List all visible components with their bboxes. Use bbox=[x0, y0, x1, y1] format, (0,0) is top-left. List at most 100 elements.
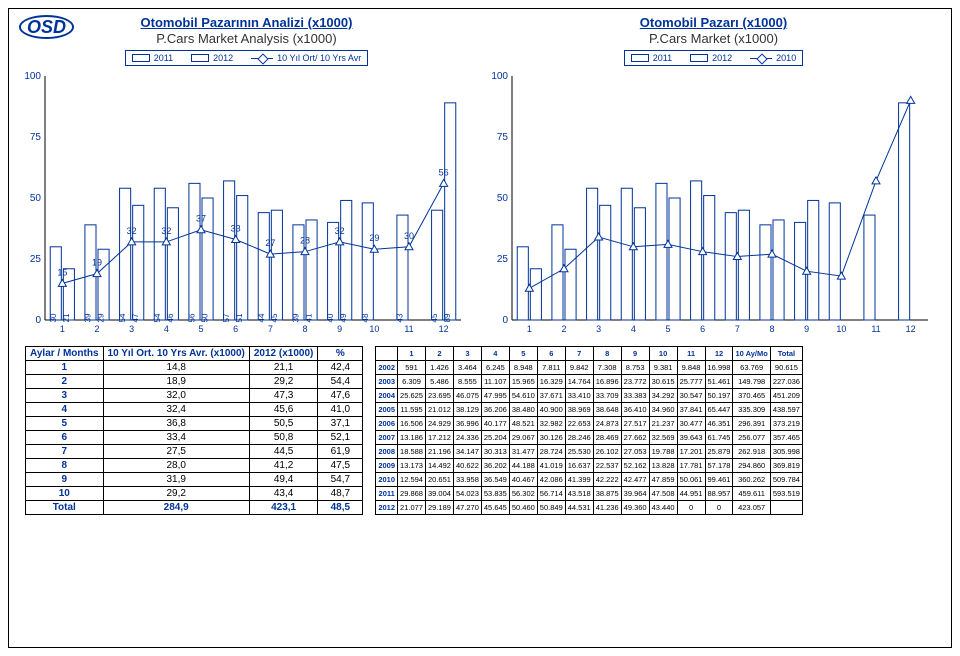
svg-text:12: 12 bbox=[439, 324, 449, 334]
table2-header: 2 bbox=[425, 347, 453, 361]
table-row: 432,445,641,0 bbox=[26, 403, 363, 417]
table2-header: 4 bbox=[481, 347, 509, 361]
svg-text:45: 45 bbox=[430, 313, 439, 322]
svg-text:89: 89 bbox=[443, 313, 452, 322]
svg-text:100: 100 bbox=[491, 71, 508, 82]
table-row: 727,544,561,9 bbox=[26, 445, 363, 459]
table2-header: 7 bbox=[565, 347, 593, 361]
svg-text:54: 54 bbox=[153, 313, 162, 322]
table-row: 200913.17314.49240.62236.20244.18841.019… bbox=[376, 459, 803, 473]
table-row: Total284,9423,148,5 bbox=[26, 501, 363, 515]
svg-text:39: 39 bbox=[291, 313, 300, 322]
chart-right-svg: 0255075100123456789101112 bbox=[484, 70, 934, 340]
table-row: 200818.58821.19634.14730.31331.47728.724… bbox=[376, 445, 803, 459]
svg-text:8: 8 bbox=[302, 324, 307, 334]
logo: OSD bbox=[19, 15, 74, 39]
table-row: 1029,243,448,7 bbox=[26, 487, 363, 501]
table-row: 201221.07729.18947.27045.64550.46050.849… bbox=[376, 501, 803, 515]
svg-text:6: 6 bbox=[700, 324, 705, 334]
svg-text:5: 5 bbox=[198, 324, 203, 334]
svg-text:7: 7 bbox=[735, 324, 740, 334]
table-row: 201012.59420.65133.95836.54940.46742.086… bbox=[376, 473, 803, 487]
svg-text:11: 11 bbox=[871, 324, 880, 334]
svg-text:43: 43 bbox=[395, 313, 404, 322]
svg-text:15: 15 bbox=[57, 268, 67, 278]
svg-text:56: 56 bbox=[439, 168, 449, 178]
svg-text:50: 50 bbox=[497, 193, 509, 204]
table-row: 200616.50624.92936.99640.17748.52132.982… bbox=[376, 417, 803, 431]
svg-text:46: 46 bbox=[166, 313, 175, 322]
table-row: 200425.62523.69546.07547.99554.61037.671… bbox=[376, 389, 803, 403]
chart-left-title2: P.Cars Market Analysis (x1000) bbox=[17, 31, 476, 47]
svg-text:27: 27 bbox=[265, 238, 275, 248]
table2-header bbox=[376, 347, 398, 361]
svg-text:32: 32 bbox=[335, 226, 345, 236]
table1-header: 2012 (x1000) bbox=[249, 347, 318, 361]
svg-text:8: 8 bbox=[769, 324, 774, 334]
svg-text:0: 0 bbox=[35, 315, 41, 326]
svg-text:29: 29 bbox=[369, 233, 379, 243]
svg-text:3: 3 bbox=[129, 324, 134, 334]
table2-header: 5 bbox=[509, 347, 537, 361]
table-row: 114,821,142,4 bbox=[26, 361, 363, 375]
svg-text:0: 0 bbox=[502, 315, 508, 326]
svg-text:2: 2 bbox=[561, 324, 566, 334]
svg-text:5: 5 bbox=[665, 324, 670, 334]
svg-text:37: 37 bbox=[196, 214, 206, 224]
svg-text:7: 7 bbox=[268, 324, 273, 334]
svg-text:45: 45 bbox=[270, 313, 279, 322]
svg-text:12: 12 bbox=[906, 324, 916, 334]
svg-text:4: 4 bbox=[631, 324, 636, 334]
table-row: 536,850,537,1 bbox=[26, 417, 363, 431]
table1-header: Aylar / Months bbox=[26, 347, 104, 361]
svg-text:51: 51 bbox=[235, 313, 244, 322]
table-row: 200713.18617.21224.33625.20429.06730.126… bbox=[376, 431, 803, 445]
svg-text:25: 25 bbox=[30, 254, 42, 265]
chart-left-title1: Otomobil Pazarının Analizi (x1000) bbox=[17, 15, 476, 31]
table-row: 201129.86839.00454.02353.83556.30256.714… bbox=[376, 487, 803, 501]
svg-text:49: 49 bbox=[339, 313, 348, 322]
svg-text:1: 1 bbox=[527, 324, 532, 334]
chart-left-legend: 2011 2012 10 Yıl Ort/ 10 Yrs Avr bbox=[125, 50, 368, 66]
table-row: 332,047,347,6 bbox=[26, 389, 363, 403]
svg-text:11: 11 bbox=[404, 324, 413, 334]
svg-text:3: 3 bbox=[596, 324, 601, 334]
svg-text:41: 41 bbox=[305, 313, 314, 322]
table-row: 20025911.4263.4646.2458.9487.8119.8427.3… bbox=[376, 361, 803, 375]
svg-text:48: 48 bbox=[361, 313, 370, 322]
svg-text:40: 40 bbox=[326, 313, 335, 322]
chart-right: Otomobil Pazarı (x1000) P.Cars Market (x… bbox=[484, 15, 943, 340]
table-row: 633,450,852,1 bbox=[26, 431, 363, 445]
svg-text:19: 19 bbox=[92, 258, 102, 268]
svg-text:50: 50 bbox=[30, 193, 42, 204]
svg-text:1: 1 bbox=[60, 324, 65, 334]
svg-text:9: 9 bbox=[337, 324, 342, 334]
table2-header: 10 Ay/Mo bbox=[733, 347, 770, 361]
table-row: 20036.3095.4868.55511.10715.96516.32914.… bbox=[376, 375, 803, 389]
chart-left-svg: 0255075100302139295447544656505751444539… bbox=[17, 70, 467, 340]
svg-text:10: 10 bbox=[369, 324, 379, 334]
svg-text:50: 50 bbox=[201, 313, 210, 322]
svg-text:25: 25 bbox=[497, 254, 509, 265]
table-row: 828,041,247,5 bbox=[26, 459, 363, 473]
svg-text:32: 32 bbox=[127, 226, 137, 236]
table2-header: 12 bbox=[705, 347, 733, 361]
table2-header: 8 bbox=[593, 347, 621, 361]
table2-header: 3 bbox=[453, 347, 481, 361]
chart-left: Otomobil Pazarının Analizi (x1000) P.Car… bbox=[17, 15, 476, 340]
svg-text:30: 30 bbox=[404, 231, 414, 241]
table-monthly-summary: Aylar / Months10 Yıl Ort. 10 Yrs Avr. (x… bbox=[25, 346, 363, 515]
table1-header: 10 Yıl Ort. 10 Yrs Avr. (x1000) bbox=[103, 347, 249, 361]
chart-right-legend: 2011 2012 2010 bbox=[624, 50, 803, 66]
svg-text:29: 29 bbox=[97, 313, 106, 322]
svg-text:100: 100 bbox=[24, 71, 41, 82]
svg-text:44: 44 bbox=[257, 313, 266, 322]
svg-text:75: 75 bbox=[30, 132, 42, 143]
table2-header: 1 bbox=[398, 347, 426, 361]
table-row: 218,929,254,4 bbox=[26, 375, 363, 389]
table2-header: 11 bbox=[677, 347, 705, 361]
table2-header: 6 bbox=[537, 347, 565, 361]
svg-text:75: 75 bbox=[497, 132, 509, 143]
svg-text:10: 10 bbox=[836, 324, 846, 334]
table2-header: 10 bbox=[649, 347, 677, 361]
